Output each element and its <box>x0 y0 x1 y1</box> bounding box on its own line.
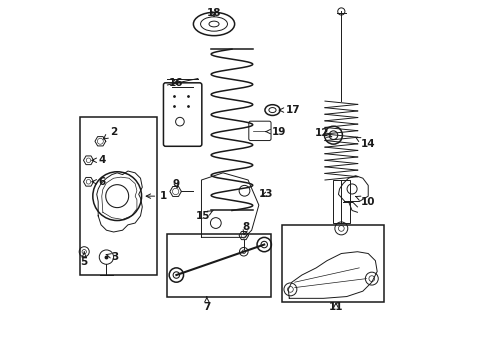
Text: 15: 15 <box>196 211 213 221</box>
Text: 3: 3 <box>106 252 119 262</box>
Text: 12: 12 <box>314 129 331 138</box>
Text: 18: 18 <box>206 8 221 18</box>
Bar <box>80 117 156 275</box>
Bar <box>282 225 384 302</box>
Text: 19: 19 <box>265 127 285 136</box>
Text: 16: 16 <box>169 78 183 88</box>
Text: 5: 5 <box>81 252 88 267</box>
Text: 2: 2 <box>103 127 117 139</box>
Text: 13: 13 <box>258 189 273 199</box>
Text: 6: 6 <box>92 177 105 187</box>
Text: 8: 8 <box>242 222 249 235</box>
Text: 17: 17 <box>279 105 300 115</box>
Text: 4: 4 <box>92 155 105 165</box>
Bar <box>332 180 349 223</box>
Text: 11: 11 <box>328 302 343 312</box>
Text: 10: 10 <box>355 196 375 207</box>
Text: 1: 1 <box>146 191 167 201</box>
Text: 7: 7 <box>203 297 210 312</box>
Text: 9: 9 <box>172 179 180 189</box>
Text: 14: 14 <box>355 137 375 149</box>
Bar <box>167 234 271 297</box>
